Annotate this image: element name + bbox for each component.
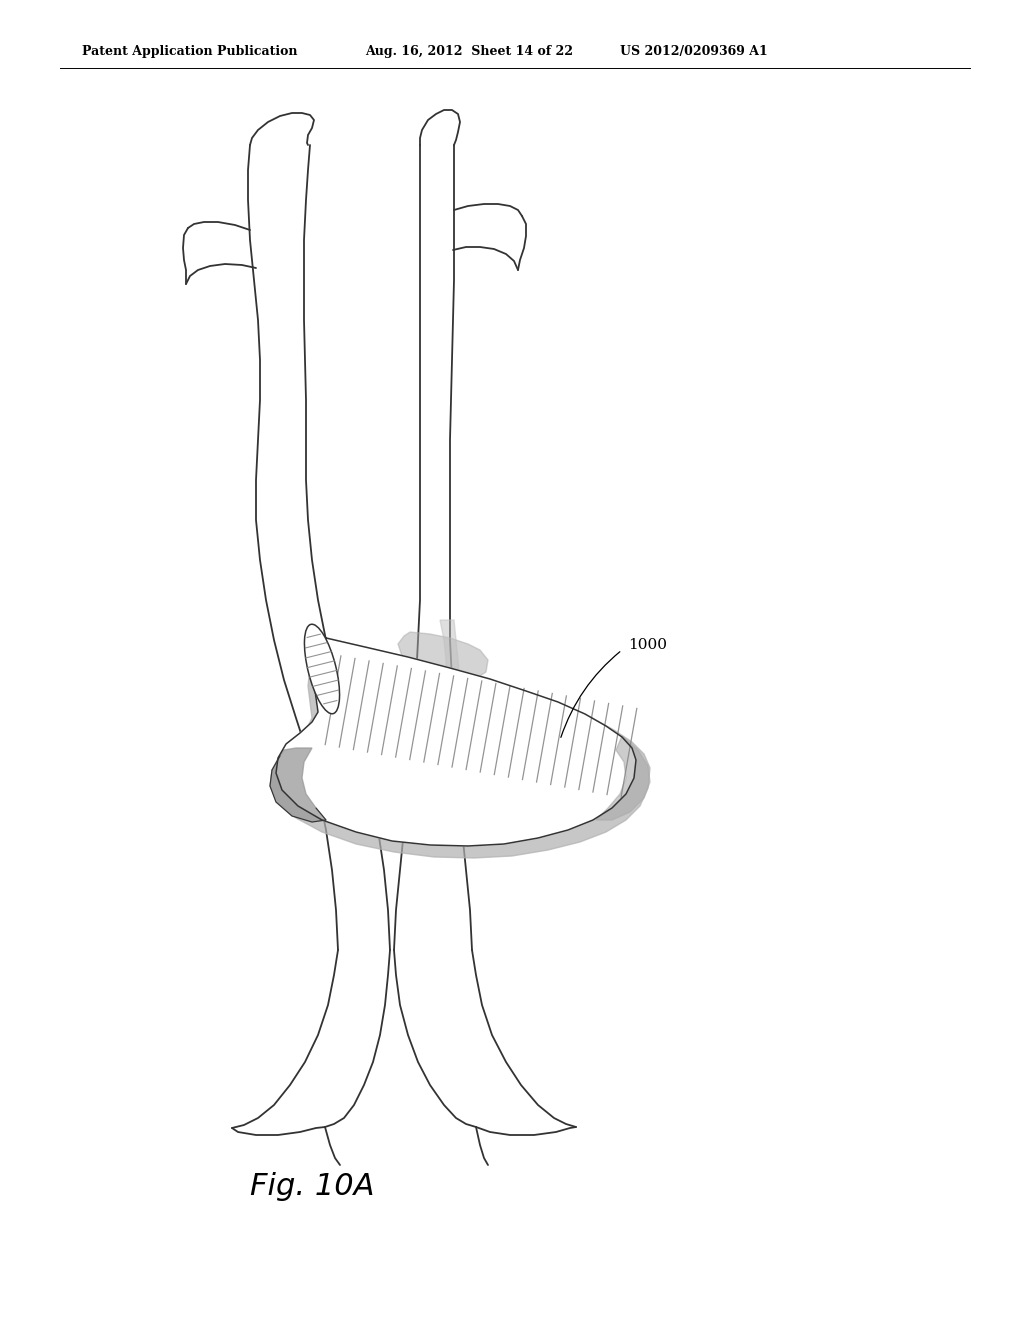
Text: Aug. 16, 2012  Sheet 14 of 22: Aug. 16, 2012 Sheet 14 of 22 — [365, 45, 573, 58]
Text: Fig. 10A: Fig. 10A — [250, 1172, 374, 1201]
Polygon shape — [276, 638, 636, 846]
Ellipse shape — [304, 624, 340, 714]
Polygon shape — [440, 620, 466, 826]
Text: Patent Application Publication: Patent Application Publication — [82, 45, 298, 58]
Polygon shape — [270, 748, 326, 822]
Text: 1000: 1000 — [628, 638, 667, 652]
Text: US 2012/0209369 A1: US 2012/0209369 A1 — [620, 45, 768, 58]
Polygon shape — [596, 737, 650, 820]
Polygon shape — [270, 636, 650, 858]
Polygon shape — [398, 632, 488, 682]
